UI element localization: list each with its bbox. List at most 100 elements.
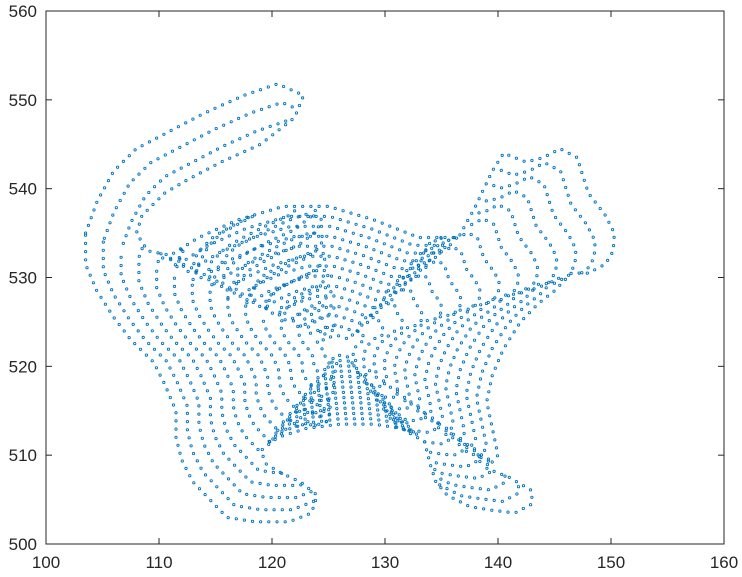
data-point <box>291 404 296 408</box>
data-point <box>271 133 275 137</box>
data-point <box>499 168 503 172</box>
data-point <box>369 417 373 421</box>
data-point <box>420 332 424 336</box>
data-point <box>297 277 301 282</box>
data-point <box>330 360 334 364</box>
data-point <box>504 293 508 297</box>
data-point <box>466 307 470 311</box>
data-point <box>279 227 283 231</box>
data-point <box>521 506 525 511</box>
data-point <box>209 306 213 310</box>
data-point <box>296 225 300 229</box>
data-point <box>387 402 391 406</box>
data-point <box>169 335 173 339</box>
data-point <box>221 248 225 252</box>
data-point <box>428 258 432 262</box>
data-point <box>212 314 217 318</box>
data-point <box>188 322 192 326</box>
data-point <box>192 262 196 266</box>
data-point <box>186 353 190 357</box>
data-point <box>369 389 373 393</box>
data-point <box>276 239 280 243</box>
data-point <box>265 304 269 308</box>
data-point <box>294 495 298 500</box>
data-point <box>526 200 531 204</box>
data-point <box>313 320 317 324</box>
data-point <box>269 276 273 280</box>
data-point <box>463 442 467 446</box>
data-point <box>264 299 268 303</box>
data-point <box>351 406 355 410</box>
data-point <box>236 422 240 426</box>
data-point <box>124 234 128 238</box>
data-point <box>515 181 519 185</box>
data-point <box>180 459 184 463</box>
data-point <box>380 393 384 398</box>
data-point <box>226 297 230 301</box>
data-point <box>242 382 247 386</box>
data-point <box>435 296 439 300</box>
data-point <box>175 381 179 385</box>
data-point <box>377 260 381 264</box>
data-point <box>345 355 349 359</box>
data-point <box>480 474 484 478</box>
data-point <box>266 220 270 224</box>
data-point <box>321 304 325 308</box>
data-point <box>92 208 96 212</box>
data-point <box>267 391 271 396</box>
data-point <box>299 483 303 487</box>
data-point <box>461 424 465 428</box>
data-point <box>111 213 115 217</box>
data-point <box>321 280 325 284</box>
data-point <box>266 240 271 244</box>
data-point <box>250 480 254 484</box>
data-point <box>607 220 611 224</box>
data-point <box>433 321 437 325</box>
data-point <box>351 231 355 235</box>
data-point <box>395 257 399 261</box>
data-point <box>478 288 482 292</box>
data-point <box>370 227 374 231</box>
data-point <box>225 254 229 258</box>
data-point <box>239 505 244 509</box>
data-point <box>442 351 447 355</box>
data-point <box>174 411 178 415</box>
data-point <box>432 260 436 264</box>
data-point <box>258 280 263 284</box>
data-point <box>212 241 216 245</box>
data-point <box>136 309 140 313</box>
data-point <box>407 334 411 338</box>
data-point <box>536 282 540 286</box>
data-point <box>316 288 320 292</box>
data-point <box>211 255 215 259</box>
data-point <box>289 88 293 92</box>
data-point <box>365 320 370 324</box>
data-point <box>307 486 311 491</box>
data-point <box>474 506 478 510</box>
data-point <box>460 416 464 420</box>
data-point <box>567 151 571 155</box>
data-point <box>472 428 476 433</box>
data-point <box>424 243 428 247</box>
data-point <box>475 393 479 397</box>
data-point <box>83 258 88 262</box>
data-point <box>473 476 477 480</box>
data-point <box>337 305 341 309</box>
data-point <box>461 360 466 364</box>
data-point <box>332 294 336 298</box>
data-point <box>164 252 168 257</box>
data-point <box>587 228 591 232</box>
data-point <box>251 421 255 425</box>
data-point <box>387 254 391 258</box>
data-point <box>251 90 255 94</box>
data-point <box>411 430 416 434</box>
data-point <box>320 394 324 398</box>
data-point <box>284 119 288 123</box>
data-point <box>137 222 141 226</box>
data-point <box>369 313 373 317</box>
data-point <box>370 383 374 387</box>
data-point <box>423 440 427 444</box>
data-point <box>335 407 339 411</box>
data-point <box>230 140 234 144</box>
data-point <box>178 328 182 333</box>
